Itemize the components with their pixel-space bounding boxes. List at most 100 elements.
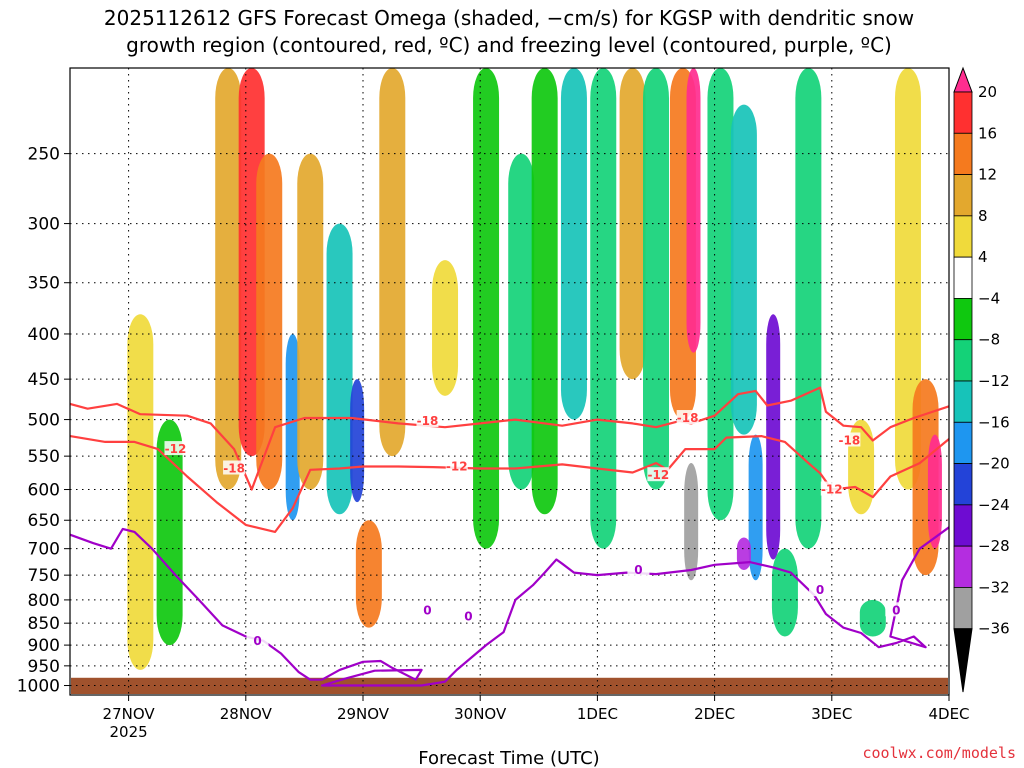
colorbar-label: 4	[978, 248, 988, 266]
omega-shade-cell	[256, 153, 283, 490]
contour-label: 0	[423, 603, 431, 617]
y-tick-label: 650	[28, 511, 60, 531]
colorbar-cell	[953, 132, 973, 175]
contour-label-bg	[246, 632, 269, 647]
colorbar-cell	[953, 339, 973, 382]
colorbar-label: −24	[978, 496, 1010, 514]
y-tick-label: 900	[28, 636, 60, 656]
colorbar-cell	[953, 421, 973, 464]
y-tick-label: 450	[28, 370, 60, 390]
omega-shade-cell	[508, 153, 535, 490]
x-tick-label: 3DEC	[811, 705, 852, 723]
omega-shade-cell	[379, 68, 406, 457]
omega-shade-cell	[766, 314, 781, 560]
colorbar-cell	[953, 380, 973, 423]
contour-label: -12	[165, 442, 187, 456]
omega-shade-cell	[894, 68, 921, 490]
omega-shade-cell	[771, 548, 798, 637]
contour-label: -18	[417, 414, 439, 428]
x-tick-label: 2DEC	[694, 705, 735, 723]
contour-label: 0	[634, 563, 642, 577]
omega-shading-layer	[127, 68, 942, 670]
x-tick-label: 1DEC	[577, 705, 618, 723]
contour-line-snow-12	[69, 435, 950, 533]
contour-label-bg	[164, 441, 187, 456]
omega-shade-cell	[355, 520, 382, 628]
omega-shade-cell	[684, 463, 699, 581]
colorbar-label: −8	[978, 331, 1000, 349]
omega-shade-cell	[795, 68, 822, 549]
y-tick-label: 950	[28, 657, 60, 677]
contour-label-bg	[820, 481, 843, 496]
plot-frame	[69, 67, 950, 696]
colorbar-label: −32	[978, 578, 1010, 596]
colorbar-cell	[953, 256, 973, 299]
y-tick-label: 850	[28, 614, 60, 634]
omega-shade-cell	[748, 434, 763, 581]
contour-label-bg	[416, 413, 439, 428]
contour-label: 0	[464, 609, 472, 623]
contour-label-bg	[809, 582, 832, 597]
chart-title-line-2: growth region (contoured, red, ºC) and f…	[126, 33, 892, 57]
contour-label: 0	[253, 634, 261, 648]
y-tick-label: 700	[28, 540, 60, 560]
colorbar: 20 16 12 8 4 −4 −8 −12 −16 −20 −24 −28 −32 −36	[953, 66, 1010, 693]
credit-text: coolwx.com/models	[862, 744, 1016, 762]
colorbar-label: 12	[978, 166, 997, 184]
omega-shade-cell	[619, 68, 646, 380]
y-tick-label: 800	[28, 591, 60, 611]
y-tick-label: 1000	[17, 677, 60, 697]
omega-shade-cell	[927, 434, 942, 549]
omega-shade-cell	[350, 379, 365, 503]
contour-label-bg	[445, 458, 468, 473]
y-tick-label: 300	[28, 215, 60, 235]
contour-label: 0	[816, 583, 824, 597]
omega-shade-cell	[473, 68, 500, 549]
x-tick-label: 30NOV	[454, 705, 507, 723]
colorbar-cell	[953, 587, 973, 630]
omega-shade-cell	[643, 68, 669, 490]
x-axis-label: Forecast Time (UTC)	[418, 748, 599, 768]
chart-title-line-1: 2025112612 GFS Forecast Omega (shaded, −…	[104, 6, 914, 30]
colorbar-label: −36	[978, 620, 1010, 638]
x-tick-label: 4DEC	[928, 705, 969, 723]
omega-shade-cell	[560, 68, 587, 420]
x-tick-label: 27NOV	[103, 705, 156, 723]
contour-label: -12	[821, 483, 843, 497]
colorbar-cell	[953, 298, 973, 341]
colorbar-top-arrow	[953, 66, 973, 93]
ground-surface	[71, 677, 948, 694]
contour-label: -12	[648, 468, 670, 482]
contour-label: -18	[839, 433, 861, 447]
y-tick-label: 550	[28, 447, 60, 467]
contour-label-bg	[838, 432, 861, 447]
plot-area: -18 -18 -18 -18 -12 -12 -12 -12 0 0 0 0 0 0	[69, 67, 950, 696]
contour-label-bg	[416, 602, 439, 617]
omega-shade-cell	[285, 333, 300, 521]
contour-line-freezing-0	[69, 526, 950, 687]
omega-shade-cell	[686, 68, 701, 353]
contour-label-bg	[885, 602, 908, 617]
colorbar-label: −4	[978, 289, 1000, 307]
contour-label-bg	[647, 467, 670, 482]
colorbar-cell	[953, 215, 973, 258]
contour-label-bg	[627, 561, 650, 576]
contour-label-bg	[457, 608, 480, 623]
colorbar-bottom-arrow	[953, 628, 973, 693]
omega-shade-cell	[326, 223, 353, 515]
y-tick-label: 500	[28, 411, 60, 431]
x-tick-label: 29NOV	[337, 705, 390, 723]
colorbar-label: −20	[978, 455, 1010, 473]
omega-shade-cell	[707, 68, 734, 521]
y-tick-label: 400	[28, 325, 60, 345]
contour-layer: -18 -18 -18 -18 -12 -12 -12 -12 0 0 0 0 0 0	[69, 386, 950, 687]
colorbar-cell	[953, 504, 973, 547]
omega-shade-cell	[432, 260, 459, 396]
colorbar-cell	[953, 545, 973, 588]
colorbar-label: 16	[978, 124, 997, 142]
contour-label-bg	[223, 460, 246, 475]
omega-shade-cell	[590, 68, 617, 549]
omega-shade-cell	[156, 419, 183, 646]
omega-shade-cell	[730, 104, 757, 435]
